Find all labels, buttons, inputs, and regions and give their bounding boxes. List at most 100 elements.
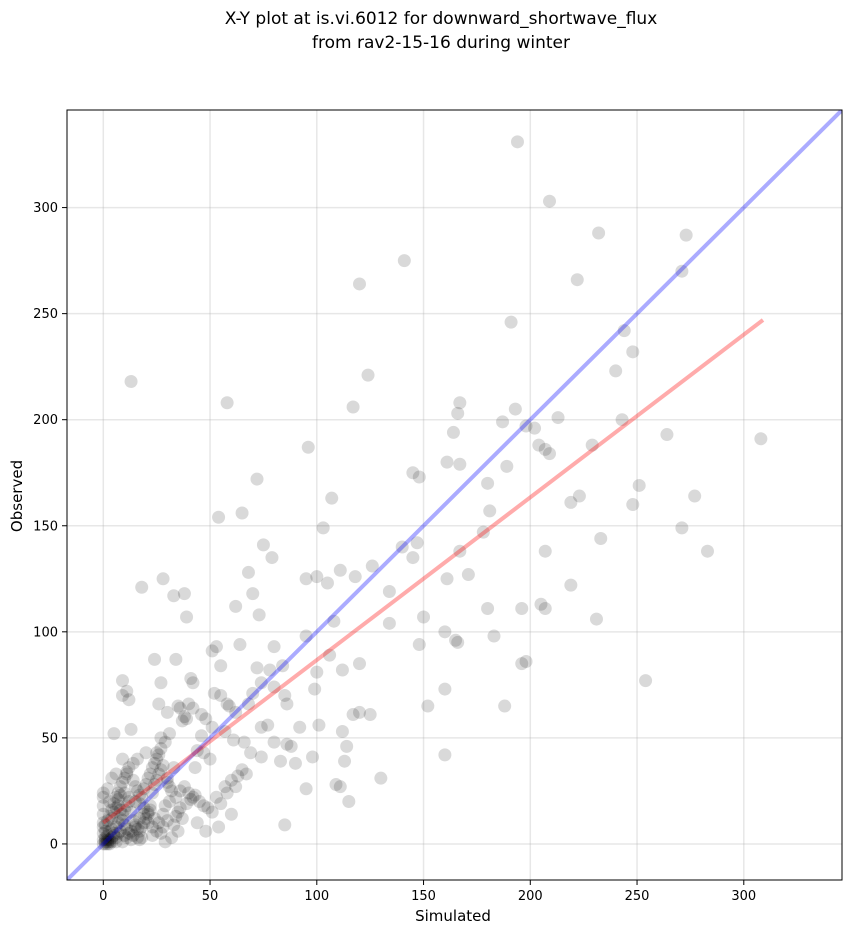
scatter-point	[532, 438, 546, 452]
scatter-point	[111, 786, 125, 800]
scatter-point	[120, 767, 134, 781]
scatter-point	[135, 580, 149, 594]
scatter-point	[139, 746, 153, 760]
scatter-point	[98, 837, 112, 851]
scatter-point	[609, 364, 623, 378]
scatter-point	[130, 822, 144, 836]
scatter-point	[406, 551, 420, 565]
scatter-point	[96, 807, 110, 821]
scatter-point	[188, 761, 202, 775]
scatter-point	[109, 831, 123, 845]
scatter-point	[184, 792, 198, 806]
scatter-point	[137, 782, 151, 796]
scatter-point	[135, 831, 149, 845]
scatter-point	[679, 228, 693, 242]
scatter-point	[209, 790, 223, 804]
scatter-point	[152, 697, 166, 711]
scatter-point	[107, 797, 121, 811]
scatter-point	[382, 585, 396, 599]
scatter-point	[148, 756, 162, 770]
scatter-point	[209, 640, 223, 654]
scatter-point	[235, 506, 249, 520]
scatter-point	[96, 837, 110, 851]
scatter-point	[98, 835, 112, 849]
scatter-point	[335, 663, 349, 677]
scatter-point	[267, 680, 281, 694]
scatter-point	[280, 697, 294, 711]
scatter-point	[116, 775, 130, 789]
scatter-point	[96, 816, 110, 830]
scatter-point	[156, 572, 170, 586]
scatter-point	[453, 396, 467, 410]
scatter-point	[135, 790, 149, 804]
scatter-point	[310, 665, 324, 679]
scatter-point	[229, 780, 243, 794]
scatter-point	[154, 763, 168, 777]
scatter-point	[564, 495, 578, 509]
scatter-point	[135, 820, 149, 834]
regression-line	[102, 318, 765, 825]
scatter-point	[137, 807, 151, 821]
scatter-point	[626, 498, 640, 512]
scatter-point	[320, 576, 334, 590]
scatter-point	[152, 748, 166, 762]
scatter-point	[130, 831, 144, 845]
scatter-point	[438, 625, 452, 639]
scatter-point	[197, 799, 211, 813]
scatter-point	[346, 400, 360, 414]
scatter-point	[250, 472, 264, 486]
scatter-point	[113, 780, 127, 794]
scatter-point	[201, 801, 215, 815]
scatter-point	[205, 805, 219, 819]
scatter-point	[570, 273, 584, 287]
x-tick-label: 150	[411, 889, 436, 904]
scatter-point	[421, 699, 435, 713]
scatter-point	[212, 820, 226, 834]
scatter-point	[504, 315, 518, 329]
scatter-point	[205, 644, 219, 658]
scatter-point	[397, 254, 411, 268]
scatter-point	[346, 708, 360, 722]
scatter-point	[105, 803, 119, 817]
scatter-point	[203, 752, 217, 766]
scatter-point	[113, 788, 127, 802]
scatter-point	[186, 790, 200, 804]
scatter-point	[246, 587, 260, 601]
scatter-point	[98, 824, 112, 838]
scatter-point	[639, 674, 653, 688]
scatter-point	[515, 601, 529, 615]
scatter-point	[101, 782, 115, 796]
scatter-point	[363, 708, 377, 722]
chart-title-line-2: from rav2-15-16 during winter	[312, 33, 570, 53]
scatter-point	[173, 784, 187, 798]
scatter-point	[688, 489, 702, 503]
scatter-point	[122, 795, 136, 809]
scatter-point	[229, 705, 243, 719]
scatter-point	[333, 563, 347, 577]
scatter-point	[177, 780, 191, 794]
scatter-point	[438, 682, 452, 696]
scatter-point	[150, 746, 164, 760]
scatter-point	[145, 761, 159, 775]
scatter-point	[461, 568, 475, 582]
scatter-point	[116, 835, 130, 849]
scatter-point	[374, 771, 388, 785]
scatter-point	[96, 790, 110, 804]
scatter-point	[256, 538, 270, 552]
scatter-point	[244, 746, 258, 760]
scatter-point	[538, 601, 552, 615]
scatter-point	[543, 194, 557, 208]
scatter-point	[105, 771, 119, 785]
scatter-point	[98, 833, 112, 847]
scatter-point	[284, 739, 298, 753]
scatter-point	[118, 803, 132, 817]
scatter-point	[105, 835, 119, 849]
scatter-point	[118, 818, 132, 832]
scatter-point	[105, 831, 119, 845]
scatter-point	[327, 614, 341, 628]
scatter-point	[165, 831, 179, 845]
scatter-point	[250, 661, 264, 675]
scatter-point	[158, 799, 172, 813]
x-tick-label: 0	[99, 889, 107, 904]
